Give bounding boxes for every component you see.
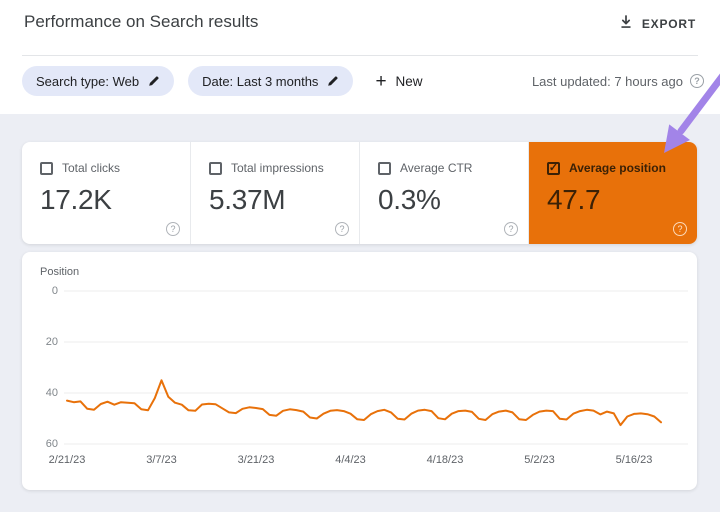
x-axis-tick-label: 3/7/23 bbox=[146, 454, 177, 466]
x-axis-tick-label: 4/4/23 bbox=[335, 454, 366, 466]
last-updated-text: Last updated: 7 hours ago bbox=[531, 73, 683, 89]
export-label: EXPORT bbox=[641, 16, 696, 31]
x-axis-tick-label: 3/21/23 bbox=[237, 454, 275, 466]
export-button[interactable]: EXPORT bbox=[613, 11, 702, 36]
y-axis-tick-label: 60 bbox=[45, 437, 58, 450]
y-axis-tick-label: 40 bbox=[45, 386, 58, 399]
x-axis-tick-label: 5/2/23 bbox=[524, 454, 555, 466]
plus-icon: + bbox=[375, 70, 387, 92]
x-axis-tick-label: 5/16/23 bbox=[615, 454, 653, 466]
last-updated: Last updated: 7 hours ago bbox=[532, 74, 704, 89]
header-divider bbox=[22, 55, 698, 56]
metric-value: 5.37M bbox=[209, 184, 286, 215]
edit-pencil-icon bbox=[148, 75, 160, 87]
search-type-filter-label: Search type: Web bbox=[36, 73, 140, 89]
new-filter-label: New bbox=[395, 73, 423, 89]
download-icon bbox=[619, 15, 633, 32]
help-icon[interactable] bbox=[690, 74, 704, 88]
y-axis-tick-label: 0 bbox=[51, 284, 58, 297]
x-axis-tick-label: 4/18/23 bbox=[426, 454, 464, 466]
metric-value: 0.3% bbox=[378, 184, 441, 215]
average-position-checkbox[interactable] bbox=[547, 161, 560, 175]
help-icon[interactable] bbox=[673, 222, 687, 236]
metric-label: Total clicks bbox=[62, 161, 121, 175]
metric-card-total-impressions[interactable]: Total impressions 5.37M bbox=[191, 142, 360, 244]
help-icon[interactable] bbox=[335, 222, 349, 236]
filter-row: Search type: Web Date: Last 3 months + N… bbox=[22, 66, 704, 96]
date-filter-chip[interactable]: Date: Last 3 months bbox=[188, 66, 354, 96]
metric-card-average-ctr[interactable]: Average CTR 0.3% bbox=[360, 142, 529, 244]
new-filter-button[interactable]: + New bbox=[367, 68, 430, 95]
help-icon[interactable] bbox=[166, 222, 180, 236]
metric-card-average-position[interactable]: Average position 47.7 bbox=[529, 142, 697, 244]
chart-y-axis-title: Position bbox=[40, 266, 80, 278]
y-axis-tick-label: 20 bbox=[45, 335, 58, 348]
date-filter-label: Date: Last 3 months bbox=[202, 73, 319, 89]
metric-label: Average position bbox=[569, 161, 666, 175]
x-axis-tick-label: 2/21/23 bbox=[48, 454, 86, 466]
total-impressions-checkbox[interactable] bbox=[209, 161, 222, 175]
edit-pencil-icon bbox=[327, 75, 339, 87]
average-ctr-checkbox[interactable] bbox=[378, 161, 391, 175]
chart-area[interactable] bbox=[22, 252, 697, 490]
position-chart-card: Position 0 20 40 60 2/21/23 3/7/23 3/21/23 4/4/… bbox=[22, 252, 697, 490]
metrics-row: Total clicks 17.2K Total impressions 5.3… bbox=[22, 142, 697, 244]
search-type-filter-chip[interactable]: Search type: Web bbox=[22, 66, 175, 96]
metric-value: 17.2K bbox=[40, 184, 112, 215]
metric-label: Total impressions bbox=[231, 161, 324, 175]
total-clicks-checkbox[interactable] bbox=[40, 161, 53, 175]
help-icon[interactable] bbox=[504, 222, 518, 236]
page-title: Performance on Search results bbox=[24, 12, 259, 31]
metric-label: Average CTR bbox=[400, 161, 473, 175]
metric-card-total-clicks[interactable]: Total clicks 17.2K bbox=[22, 142, 191, 244]
metric-value: 47.7 bbox=[547, 184, 601, 215]
